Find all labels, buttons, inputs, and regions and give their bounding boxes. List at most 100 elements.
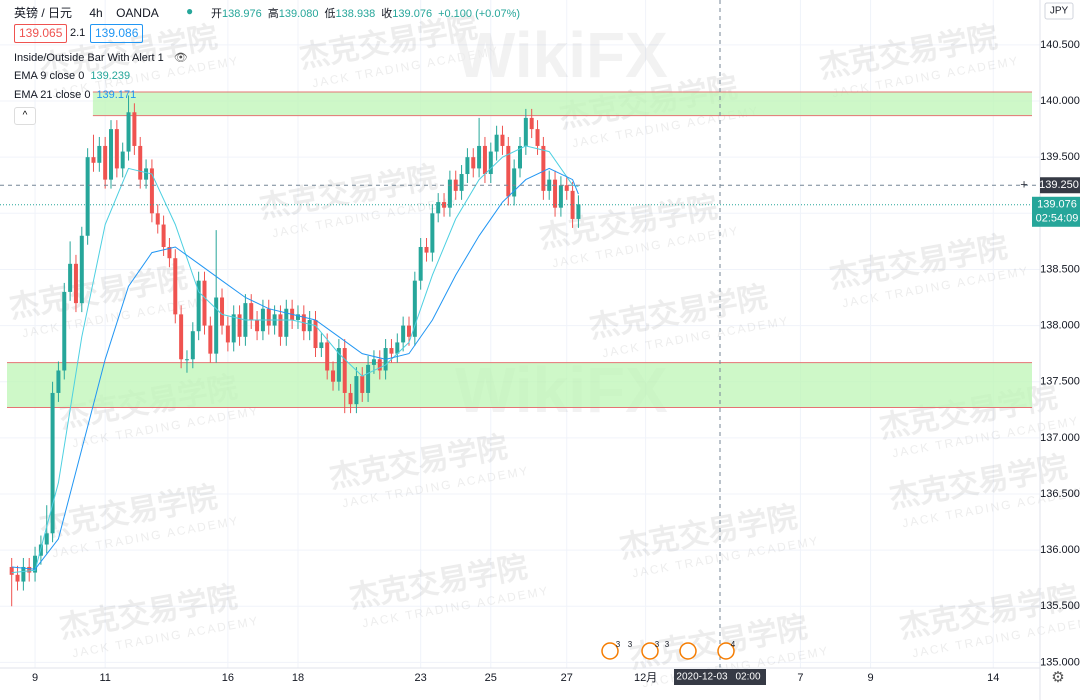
- candle-body: [482, 145, 487, 175]
- interval[interactable]: 4h: [89, 6, 103, 20]
- indicator[interactable]: EMA 21 close 0 139.171: [14, 89, 136, 101]
- candle-body: [576, 204, 581, 219]
- candle-body: [27, 566, 32, 573]
- indicator-name: EMA 21 close 0: [14, 89, 91, 101]
- candle-body: [313, 319, 318, 349]
- candle-body: [465, 157, 470, 175]
- candle-body: [395, 342, 400, 354]
- indicator-name: EMA 9 close 0: [14, 70, 85, 82]
- indicator-value: 139.239: [90, 70, 131, 82]
- candle-body: [44, 533, 49, 545]
- x-tick-label: 9: [867, 672, 873, 684]
- candle-body: [547, 179, 552, 191]
- x-tick-label: 14: [987, 672, 999, 684]
- y-tick-label: 137.000: [1040, 432, 1080, 444]
- candle-body: [389, 348, 394, 354]
- ohlc-bar: 开138.976 高139.080 低138.938 收139.076 +0.100 (…: [211, 5, 520, 21]
- candle-body: [85, 157, 90, 236]
- candle-body: [184, 359, 189, 361]
- candle-body: [56, 370, 61, 393]
- last-price-box: [1032, 196, 1080, 227]
- candle-body: [307, 319, 312, 332]
- x-tick-label: 7: [797, 672, 803, 684]
- candle-body: [33, 555, 38, 573]
- event-marker: [717, 642, 735, 660]
- x-tick-label: 16: [222, 672, 234, 684]
- candle-body: [179, 314, 184, 360]
- x-tick-label: 25: [485, 672, 497, 684]
- candle-body: [348, 392, 353, 405]
- candle-body: [512, 168, 517, 197]
- y-tick-label: 136.000: [1040, 544, 1080, 556]
- candle-body: [570, 190, 575, 219]
- candle-body: [79, 235, 84, 304]
- candle-body: [161, 224, 166, 247]
- symbol[interactable]: 英镑 / 日元: [14, 6, 73, 20]
- currency-box: [1044, 2, 1074, 20]
- event-marker: [641, 642, 659, 660]
- candle-body: [68, 263, 73, 292]
- zone: [92, 92, 1033, 116]
- candle-body: [506, 145, 511, 197]
- symbol-bar[interactable]: 英镑 / 日元 4h OANDA: [14, 4, 159, 21]
- event-marker: [601, 642, 619, 660]
- candle-body: [430, 213, 435, 253]
- candle-body: [155, 213, 160, 225]
- x-tick-label: 9: [32, 672, 38, 684]
- candle-body: [564, 185, 569, 191]
- candle-body: [50, 392, 55, 534]
- currency: JPY: [1050, 6, 1069, 17]
- x-tick-label: 27: [561, 672, 573, 684]
- ohlc-value: 139.076: [392, 8, 433, 20]
- hide-icon[interactable]: 👁: [173, 52, 188, 64]
- candle-body: [471, 157, 476, 169]
- change: +0.100 (+0.07%): [438, 8, 521, 20]
- y-tick-label: 137.500: [1040, 376, 1080, 388]
- ohlc-value: 139.080: [278, 8, 319, 20]
- crosshair-date-box: [674, 669, 766, 685]
- indicator-value: 139.171: [96, 89, 137, 101]
- indicator[interactable]: EMA 9 close 0 139.239: [14, 70, 130, 82]
- candle-body: [553, 179, 558, 208]
- candle-body: [336, 348, 341, 382]
- y-tick-label: 140.000: [1040, 95, 1080, 107]
- candle-body: [418, 246, 423, 281]
- indicator[interactable]: Inside/Outside Bar With Alert 1 👁: [14, 51, 188, 64]
- collapse-button[interactable]: ^: [14, 107, 36, 125]
- y-tick-label: 139.500: [1040, 151, 1080, 163]
- candle-body: [331, 370, 336, 382]
- y-tick-label: 135.500: [1040, 600, 1080, 612]
- candle-body: [401, 325, 406, 343]
- indicator-name: Inside/Outside Bar With Alert 1: [14, 52, 164, 64]
- candle-body: [190, 331, 195, 360]
- candle-body: [266, 308, 271, 326]
- y-tick-label: 138.500: [1040, 263, 1080, 275]
- candle-body: [354, 376, 359, 405]
- candle-body: [144, 168, 149, 180]
- ohlc-label: 低: [324, 8, 336, 20]
- sell-price[interactable]: 139.065: [14, 24, 68, 43]
- candle-body: [500, 134, 505, 146]
- candle-body: [488, 151, 493, 175]
- ohlc-value: 138.938: [335, 8, 376, 20]
- watermark-brand: WikiFX: [455, 19, 668, 91]
- y-tick-label: 136.500: [1040, 488, 1080, 500]
- settings-icon: ⚙: [1051, 669, 1064, 686]
- candle-body: [447, 179, 452, 208]
- x-tick-label: 23: [415, 672, 427, 684]
- x-tick-label: 12月: [634, 672, 657, 684]
- buy-price[interactable]: 139.086: [90, 24, 144, 43]
- countdown: 02:54:09: [1036, 213, 1079, 225]
- candle-body: [424, 246, 429, 253]
- candle-body: [477, 145, 482, 169]
- candle-body: [541, 145, 546, 191]
- candle-body: [73, 263, 78, 304]
- event-marker: [679, 642, 697, 660]
